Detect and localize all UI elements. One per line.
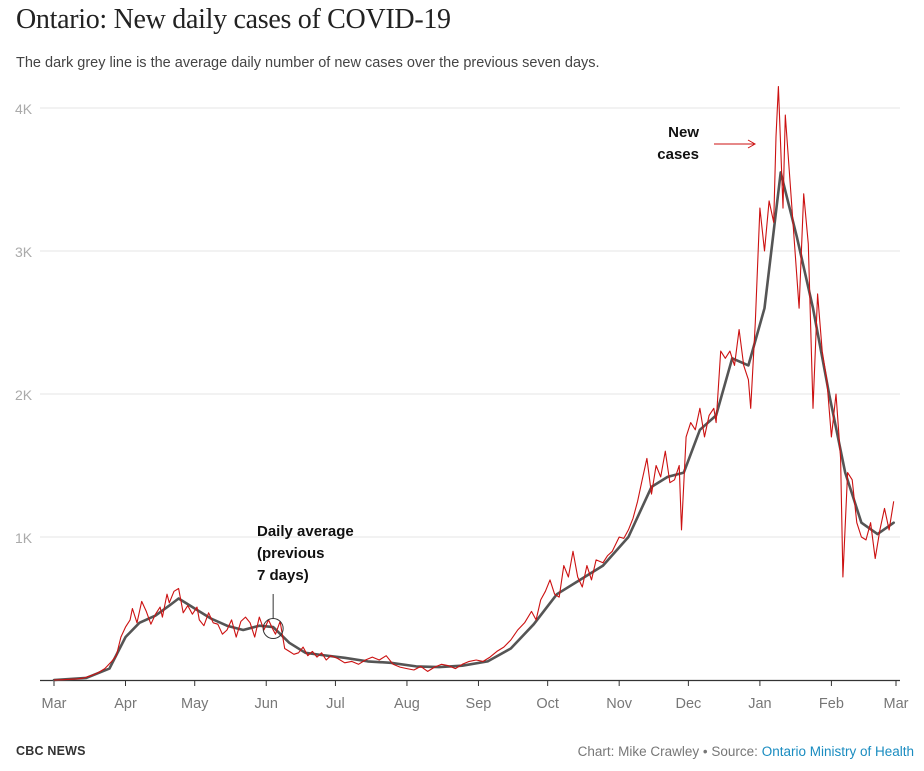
average-line bbox=[52, 171, 895, 682]
annotation-daily-average-line-2: (previous bbox=[257, 545, 325, 562]
x-tick-label: Dec bbox=[675, 696, 701, 712]
source-link[interactable]: Ontario Ministry of Health bbox=[761, 744, 914, 759]
page-title: Ontario: New daily cases of COVID-19 bbox=[16, 4, 451, 35]
x-tick-label: Oct bbox=[536, 696, 559, 712]
x-tick-label: Nov bbox=[606, 696, 633, 712]
annotation-pointer-circle bbox=[262, 618, 284, 640]
annotation-new-cases-line-1: New bbox=[668, 124, 699, 141]
x-tick-label: Feb bbox=[819, 696, 844, 712]
annotation-daily-average-line-3: 7 days) bbox=[257, 567, 309, 584]
chart-subtitle: The dark grey line is the average daily … bbox=[16, 55, 600, 71]
x-tick-label: Jul bbox=[326, 696, 345, 712]
cbc-news-logo: CBC NEWS bbox=[16, 744, 86, 758]
y-tick-label-3K: 3K bbox=[15, 244, 33, 260]
x-tick-label: Apr bbox=[114, 696, 137, 712]
y-tick-label-4K: 4K bbox=[15, 101, 33, 117]
chart-credit: Chart: Mike Crawley • Source: Ontario Mi… bbox=[578, 744, 914, 759]
x-tick-label: May bbox=[181, 696, 209, 712]
y-tick-label-2K: 2K bbox=[15, 387, 33, 403]
daily-cases-line bbox=[53, 85, 895, 681]
x-tick-label: Jan bbox=[748, 696, 771, 712]
annotations: New cases Daily average (previous 7 days) bbox=[257, 124, 757, 640]
x-axis: Mar Apr May Jun Jul Aug Sep Oct Nov Dec Jan Feb Mar bbox=[40, 679, 909, 712]
y-tick-label-1K: 1K bbox=[15, 530, 33, 546]
covid-line-chart: 1K 2K 3K 4K Mar Apr May Jun Jul Aug Sep Oct Nov Dec J… bbox=[15, 85, 909, 712]
annotation-daily-average-line-1: Daily average bbox=[257, 523, 354, 540]
x-tick-label: Aug bbox=[394, 696, 420, 712]
x-tick-label: Jun bbox=[255, 696, 278, 712]
gridlines bbox=[40, 107, 900, 538]
x-tick-label: Mar bbox=[884, 696, 909, 712]
x-tick-label: Sep bbox=[466, 696, 492, 712]
average-series bbox=[52, 171, 895, 682]
credit-text: Chart: Mike Crawley • Source: bbox=[577, 744, 762, 759]
x-tick-label: Mar bbox=[42, 696, 67, 712]
daily-series bbox=[53, 85, 895, 681]
annotation-new-cases-line-2: cases bbox=[657, 146, 699, 163]
y-axis-ticks: 1K 2K 3K 4K bbox=[15, 101, 33, 546]
annotation-arrowhead bbox=[747, 139, 757, 149]
